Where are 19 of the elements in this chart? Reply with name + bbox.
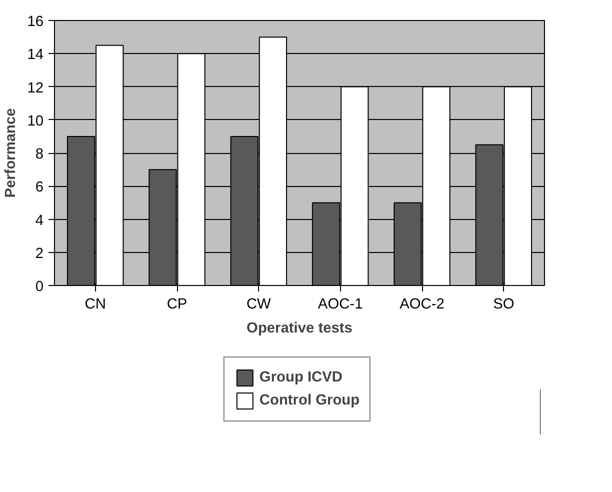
y-tick-label: 16 [27, 14, 44, 30]
y-tick-label: 6 [35, 180, 44, 196]
x-tick-label: AOC-1 [318, 296, 363, 312]
y-tick-label: 0 [35, 279, 44, 295]
y-tick-label: 2 [35, 246, 44, 262]
legend-label: Group ICVD [259, 370, 342, 386]
x-tick-label: AOC-2 [400, 296, 444, 312]
y-tick-label: 8 [35, 146, 44, 162]
x-tick-label: CW [246, 296, 272, 312]
y-tick-label: 14 [27, 47, 44, 64]
y-axis-title: Performance [3, 108, 20, 198]
x-tick-label: CP [166, 296, 188, 312]
x-tick-label: CN [84, 296, 106, 312]
legend-label: Control Group [259, 392, 360, 408]
x-axis-title: Operative tests [246, 320, 352, 336]
y-tick-label: 10 [27, 113, 44, 130]
x-tick-label: SO [493, 296, 514, 312]
y-tick-label: 4 [35, 212, 44, 229]
y-tick-label: 12 [27, 80, 44, 96]
